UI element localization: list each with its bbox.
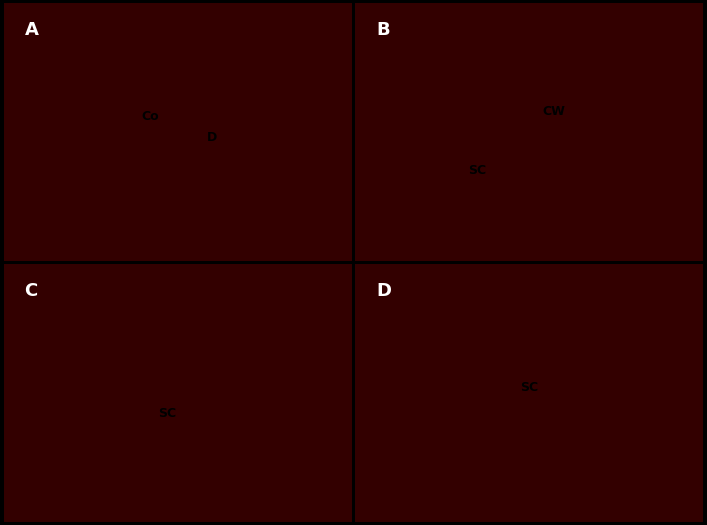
Text: SC: SC [158, 407, 176, 421]
Text: B: B [376, 20, 390, 39]
Text: SC: SC [520, 381, 539, 394]
Text: CW: CW [542, 104, 565, 118]
Text: C: C [25, 282, 37, 300]
Text: A: A [25, 20, 38, 39]
Text: Co: Co [141, 110, 158, 123]
Text: D: D [207, 131, 218, 144]
Text: D: D [376, 282, 391, 300]
Text: SC: SC [468, 164, 486, 177]
